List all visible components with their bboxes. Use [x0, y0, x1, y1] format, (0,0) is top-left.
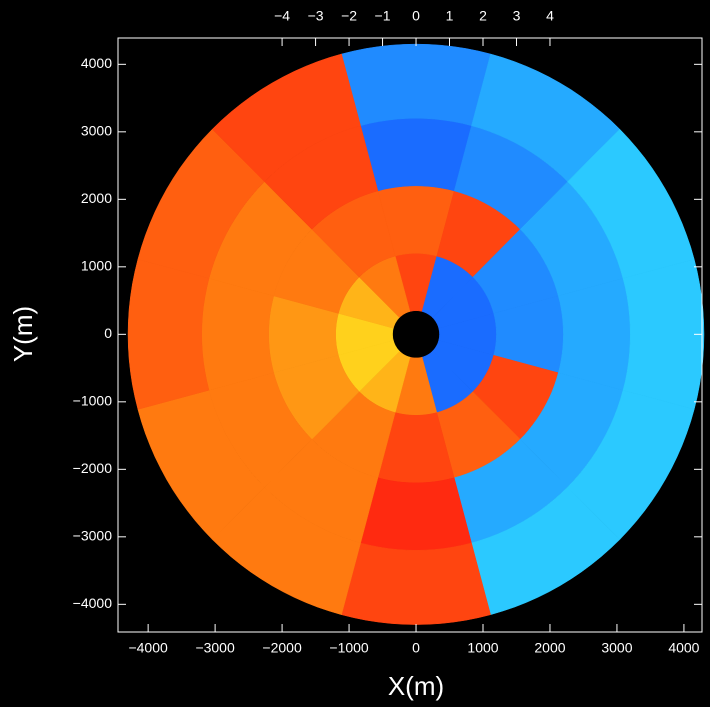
velocity-cell	[128, 259, 209, 409]
y-tick-label: 2000	[81, 190, 112, 206]
x-tick-label: −2000	[262, 640, 302, 656]
velocity-cell	[202, 278, 274, 390]
velocity-cell	[361, 478, 472, 551]
x-tick-label: 2000	[534, 640, 565, 656]
x-tick-label: −4000	[128, 640, 168, 656]
x-axis-label: X(m)	[388, 671, 444, 701]
y-tick-label: −4000	[73, 595, 113, 611]
x-tick-label: 4000	[668, 640, 699, 656]
velocity-cell	[623, 259, 704, 409]
y-tick-label: −3000	[73, 528, 113, 544]
y-tick-label: 0	[104, 325, 112, 341]
x2-tick-label: −4	[274, 8, 290, 24]
y-tick-label: 4000	[81, 55, 112, 71]
y-axis-label: Y(m)	[8, 306, 38, 362]
velocity-cell	[342, 543, 491, 625]
x2-tick-label: −2	[341, 8, 357, 24]
y-tick-label: 1000	[81, 258, 112, 274]
x2-tick-label: 1	[446, 8, 454, 24]
velocity-cell	[361, 118, 472, 191]
chart: X(m) Y(m) −4000 −3000 −2000 −1000 0 1000 2000 3…	[0, 0, 710, 707]
x2-tick-label: −1	[375, 8, 391, 24]
y-tick-label: −2000	[73, 460, 113, 476]
x-tick-label: −3000	[195, 640, 235, 656]
x2-tick-label: −3	[308, 8, 324, 24]
y-tick-label: 3000	[81, 123, 112, 139]
x2-tick-label: 4	[546, 8, 554, 24]
x-tick-label: 3000	[601, 640, 632, 656]
x2-tick-label: 0	[412, 8, 420, 24]
x-tick-label: −1000	[329, 640, 369, 656]
x2-tick-label: 2	[479, 8, 487, 24]
y-tick-label: −1000	[73, 393, 113, 409]
x2-tick-label: 3	[513, 8, 521, 24]
velocity-cell	[558, 278, 630, 390]
velocity-cell	[342, 44, 491, 126]
x-tick-label: 0	[412, 640, 420, 656]
x-tick-label: 1000	[467, 640, 498, 656]
